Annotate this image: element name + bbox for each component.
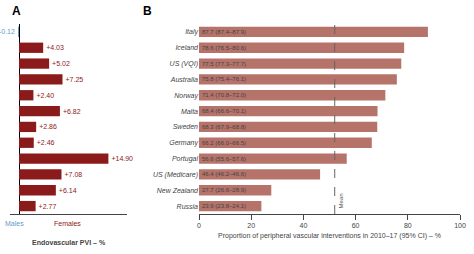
svg-text:100: 100 xyxy=(454,222,466,229)
svg-text:Sweden: Sweden xyxy=(173,123,198,130)
svg-text:56.6 (55.6–57.6): 56.6 (55.6–57.6) xyxy=(202,156,246,162)
svg-text:-0.12: -0.12 xyxy=(0,28,15,35)
svg-text:Norway: Norway xyxy=(174,92,198,100)
svg-text:+5.02: +5.02 xyxy=(52,60,70,67)
svg-text:Malta: Malta xyxy=(181,108,198,115)
svg-text:New Zealand: New Zealand xyxy=(157,187,199,194)
svg-text:68.4 (66.6–70.1): 68.4 (66.6–70.1) xyxy=(202,108,246,114)
svg-text:77.5 (77.3–77.7): 77.5 (77.3–77.7) xyxy=(202,61,246,67)
svg-text:66.2 (66.0–66.5): 66.2 (66.0–66.5) xyxy=(202,140,246,146)
svg-text:46.4 (46.2–46.6): 46.4 (46.2–46.6) xyxy=(202,171,246,177)
svg-text:75.8 (75.4–76.1): 75.8 (75.4–76.1) xyxy=(202,76,246,82)
svg-text:Proportion of peripheral vascu: Proportion of peripheral vascular interv… xyxy=(218,232,441,240)
svg-text:Males: Males xyxy=(5,220,24,227)
svg-text:60: 60 xyxy=(352,222,360,229)
svg-text:Endovascular PVI – %: Endovascular PVI – % xyxy=(32,239,106,246)
svg-text:+7.08: +7.08 xyxy=(64,171,82,178)
svg-text:+7.25: +7.25 xyxy=(66,76,84,83)
svg-text:Females: Females xyxy=(54,220,81,227)
svg-text:+6.82: +6.82 xyxy=(63,108,81,115)
svg-text:27.7 (26.6–28.9): 27.7 (26.6–28.9) xyxy=(202,187,246,193)
svg-text:87.7 (87.4–87.9): 87.7 (87.4–87.9) xyxy=(202,29,246,35)
svg-text:+2.40: +2.40 xyxy=(36,92,54,99)
svg-text:80: 80 xyxy=(404,222,412,229)
svg-text:+14.90: +14.90 xyxy=(111,155,133,162)
svg-text:0: 0 xyxy=(197,222,201,229)
svg-text:20: 20 xyxy=(247,222,255,229)
svg-text:Mean: Mean xyxy=(338,193,344,208)
svg-text:US (Medicare): US (Medicare) xyxy=(153,171,198,179)
svg-text:US (VQI): US (VQI) xyxy=(170,60,198,68)
svg-text:71.4 (70.8–72.0): 71.4 (70.8–72.0) xyxy=(202,92,246,98)
svg-text:+2.77: +2.77 xyxy=(39,203,57,210)
svg-text:Australia: Australia xyxy=(170,76,198,83)
svg-text:+4.03: +4.03 xyxy=(46,44,64,51)
svg-text:78.6 (76.5–80.6): 78.6 (76.5–80.6) xyxy=(202,45,246,51)
svg-text:68.3 (67.9–68.8): 68.3 (67.9–68.8) xyxy=(202,124,246,130)
svg-text:Germany: Germany xyxy=(169,139,198,147)
svg-text:+6.14: +6.14 xyxy=(59,187,77,194)
svg-text:Iceland: Iceland xyxy=(175,44,199,51)
svg-text:23.9 (23.8–24.1): 23.9 (23.8–24.1) xyxy=(202,203,246,209)
svg-text:40: 40 xyxy=(300,222,308,229)
svg-text:A: A xyxy=(12,4,21,18)
svg-text:+2.86: +2.86 xyxy=(39,123,57,130)
svg-text:Russia: Russia xyxy=(177,203,199,210)
svg-text:Portugal: Portugal xyxy=(172,155,199,163)
svg-text:Italy: Italy xyxy=(185,28,198,36)
svg-text:B: B xyxy=(143,4,152,18)
svg-text:+2.46: +2.46 xyxy=(37,139,55,146)
